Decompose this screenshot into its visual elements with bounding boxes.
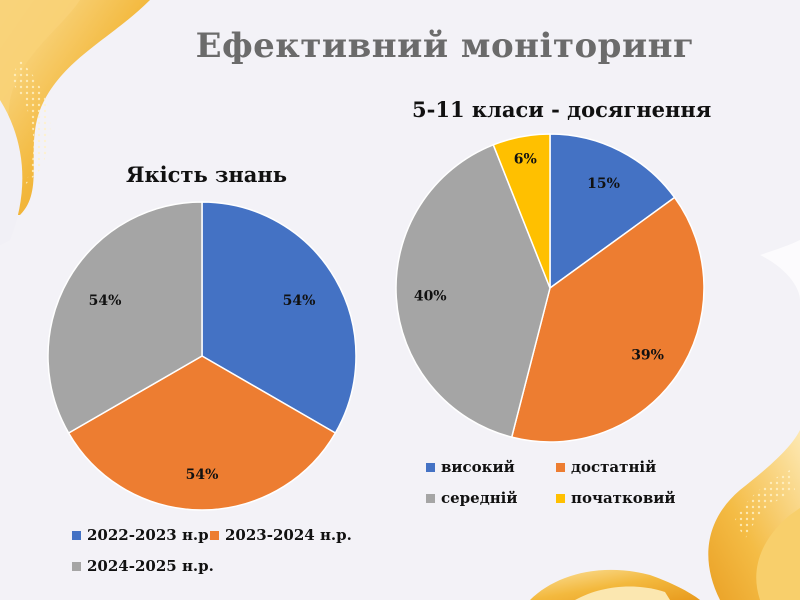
achievement-legend-item-1: достатній (556, 458, 656, 476)
knowledge-legend-swatch-0 (72, 530, 81, 540)
knowledge-legend-label-0: 2022-2023 н.р. (87, 526, 214, 544)
knowledge-legend-label-2: 2024-2025 н.р. (87, 557, 214, 575)
achievement-legend-label-0: високий (441, 458, 515, 476)
achievement-data-label-1: 39% (631, 347, 664, 363)
achievement-legend-item-0: високий (426, 458, 515, 476)
achievement-slice-1 (510, 196, 705, 443)
achievement-legend-item-2: середній (426, 489, 518, 507)
achievement-legend-item-3: початковий (556, 489, 676, 507)
knowledge-data-label-0: 54% (283, 293, 316, 309)
achievement-data-label-0: 15% (587, 176, 620, 192)
page-title: Ефективний моніторинг (195, 26, 695, 66)
knowledge-slice-2 (47, 201, 203, 435)
achievement-legend-label-3: початковий (571, 489, 676, 507)
chart-title-achievement: 5-11 класи - досягнення (412, 97, 712, 122)
knowledge-legend-item-2: 2024-2025 н.р. (72, 557, 214, 575)
knowledge-legend-item-0: 2022-2023 н.р. (72, 526, 214, 544)
achievement-legend-swatch-1 (556, 462, 565, 472)
achievement-slice-2 (395, 143, 551, 439)
achievement-slice-0 (549, 133, 676, 290)
achievement-legend-label-2: середній (441, 489, 518, 507)
achievement-data-label-2: 40% (414, 289, 447, 305)
knowledge-legend-item-1: 2023-2024 н.р. (210, 526, 352, 544)
chart-title-knowledge: Якість знань (126, 162, 288, 187)
knowledge-data-label-2: 54% (89, 293, 122, 309)
knowledge-legend-swatch-2 (72, 561, 81, 571)
achievement-legend-label-1: достатній (571, 458, 657, 476)
achievement-legend-swatch-3 (556, 493, 565, 503)
knowledge-slice-0 (201, 201, 357, 435)
knowledge-data-label-1: 54% (186, 467, 219, 483)
knowledge-legend-swatch-1 (210, 530, 219, 540)
knowledge-legend-label-1: 2023-2024 н.р. (225, 526, 352, 544)
achievement-legend-swatch-2 (426, 493, 435, 503)
achievement-legend-swatch-0 (426, 462, 435, 472)
achievement-slice-3 (492, 133, 551, 289)
achievement-data-label-3: 6% (514, 151, 537, 167)
